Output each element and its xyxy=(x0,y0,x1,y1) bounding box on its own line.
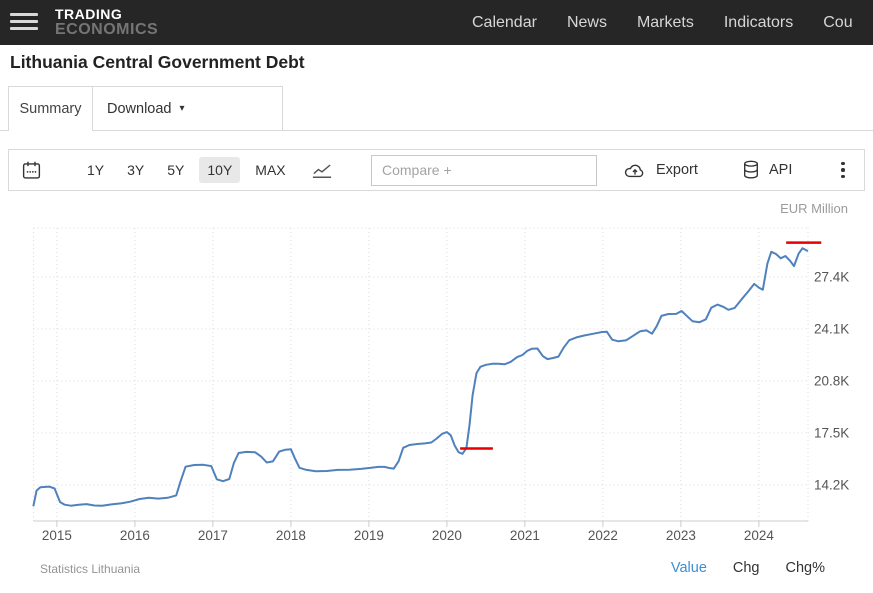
cloud-export-icon xyxy=(624,164,644,178)
hamburger-menu-icon[interactable] xyxy=(10,13,38,32)
api-label: API xyxy=(769,162,793,178)
line-chart-icon xyxy=(312,164,332,178)
kebab-dot xyxy=(841,168,845,172)
range-button-3y[interactable]: 3Y xyxy=(119,157,152,183)
logo-line1: TRADING xyxy=(55,6,123,22)
chart-type-button[interactable] xyxy=(311,150,333,190)
svg-text:2019: 2019 xyxy=(354,528,384,543)
svg-text:2024: 2024 xyxy=(744,528,775,543)
topbar: TRADING ECONOMICS Calendar News Markets Ind… xyxy=(0,0,873,45)
source-attribution: Statistics Lithuania xyxy=(40,562,141,576)
nav-item-news[interactable]: News xyxy=(566,13,607,31)
compare-field-wrap xyxy=(371,150,597,190)
export-button[interactable]: Export xyxy=(623,150,698,190)
svg-text:2018: 2018 xyxy=(276,528,306,543)
range-button-1y[interactable]: 1Y xyxy=(79,157,112,183)
api-button[interactable]: API xyxy=(742,150,792,190)
svg-text:2020: 2020 xyxy=(432,528,462,543)
svg-text:2023: 2023 xyxy=(666,528,696,543)
view-toggle-value[interactable]: Value xyxy=(670,560,707,576)
view-toggle-chg[interactable]: Chg xyxy=(732,560,760,576)
chart-unit-label: EUR Million xyxy=(780,201,848,216)
view-toggle-chgpct[interactable]: Chg% xyxy=(785,560,826,576)
nav-item-calendar[interactable]: Calendar xyxy=(472,13,537,31)
svg-text:24.1K: 24.1K xyxy=(814,322,849,337)
svg-text:20.8K: 20.8K xyxy=(814,374,849,389)
tab-download-label: Download xyxy=(107,100,172,117)
range-button-5y[interactable]: 5Y xyxy=(159,157,192,183)
tab-summary-label: Summary xyxy=(19,101,82,117)
range-button-max[interactable]: MAX xyxy=(247,157,293,183)
svg-text:17.5K: 17.5K xyxy=(814,426,849,441)
main-nav: Calendar News Markets Indicators Cou xyxy=(472,0,853,45)
calendar-button[interactable] xyxy=(21,150,42,190)
kebab-dot xyxy=(841,161,845,166)
nav-item-indicators[interactable]: Indicators xyxy=(723,13,794,31)
tab-summary[interactable]: Summary xyxy=(8,86,93,131)
svg-text:2016: 2016 xyxy=(120,528,150,543)
svg-text:27.4K: 27.4K xyxy=(814,270,849,285)
kebab-dot xyxy=(841,174,845,179)
svg-text:2022: 2022 xyxy=(588,528,618,543)
nav-item-cou[interactable]: Cou xyxy=(823,13,853,31)
database-icon xyxy=(744,160,758,179)
more-options-button[interactable] xyxy=(841,150,845,190)
tab-strip xyxy=(0,86,873,131)
export-label: Export xyxy=(656,162,698,178)
range-buttons: 1Y 3Y 5Y 10Y MAX xyxy=(79,150,294,190)
nav-item-markets[interactable]: Markets xyxy=(636,13,694,31)
tab-download[interactable]: Download ▾ xyxy=(93,86,283,130)
compare-input[interactable] xyxy=(371,154,597,186)
range-button-10y[interactable]: 10Y xyxy=(199,157,241,183)
svg-text:2021: 2021 xyxy=(510,528,540,543)
svg-text:14.2K: 14.2K xyxy=(814,478,849,493)
trading-economics-logo[interactable]: TRADING ECONOMICS xyxy=(55,6,159,38)
page-title: Lithuania Central Government Debt xyxy=(10,52,305,72)
svg-text:2015: 2015 xyxy=(42,528,72,543)
logo-line2: ECONOMICS xyxy=(55,21,159,38)
svg-text:2017: 2017 xyxy=(198,528,228,543)
chevron-down-icon: ▾ xyxy=(179,103,185,114)
view-toggles: Value Chg Chg% xyxy=(671,560,825,576)
calendar-icon xyxy=(22,161,41,179)
